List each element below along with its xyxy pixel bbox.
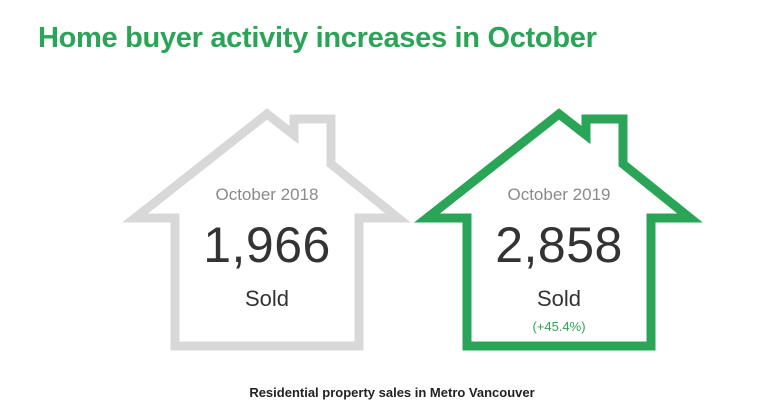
caption: Residential property sales in Metro Vanc…	[249, 385, 535, 400]
house-outline-icon	[122, 108, 411, 351]
sales-count: 2,858	[495, 217, 623, 273]
sold-label: Sold	[244, 286, 290, 311]
house-card-2018: October 2018 1,966 Sold	[122, 108, 412, 356]
house-card-2019: October 2019 2,858 Sold (+45.4%)	[414, 108, 704, 356]
house-outline-icon	[414, 108, 703, 351]
period-label: October 2018	[215, 185, 319, 204]
sales-count: 1,966	[203, 217, 331, 273]
period-label: October 2019	[507, 185, 611, 204]
sold-label: Sold	[536, 286, 582, 311]
page-title: Home buyer activity increases in October	[38, 22, 597, 54]
change-percent: (+45.4%)	[532, 319, 586, 334]
